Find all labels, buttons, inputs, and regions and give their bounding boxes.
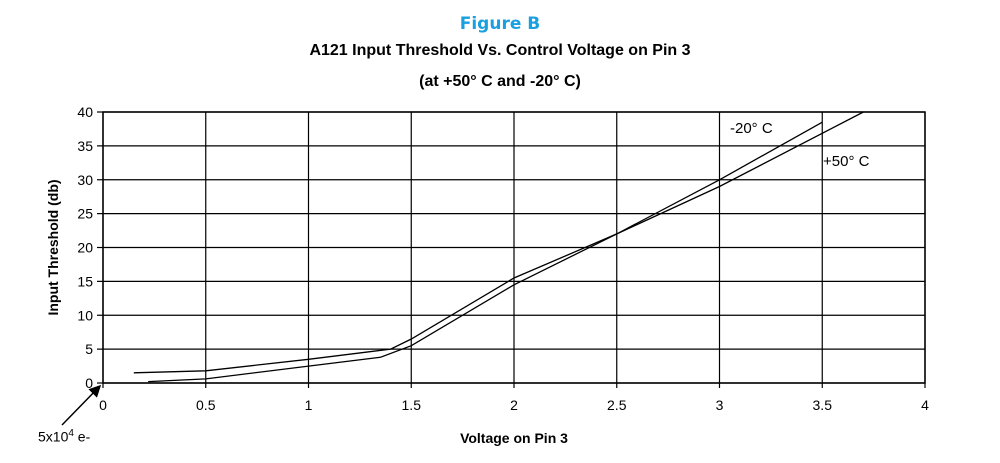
y-tick-label: 20 <box>77 240 93 256</box>
y-tick-label: 30 <box>77 172 93 188</box>
figure-label: Figure B <box>459 14 541 34</box>
x-tick-label: 0.5 <box>196 397 216 413</box>
x-tick-label: 4 <box>921 397 929 413</box>
x-tick-label: 2.5 <box>607 397 627 413</box>
x-tick-label: 2 <box>510 397 518 413</box>
series-label: -20° C <box>730 120 773 137</box>
x-tick-label: 1 <box>305 397 313 413</box>
x-tick-label: 3.5 <box>813 397 833 413</box>
y-tick-label: 25 <box>77 206 93 222</box>
series-label: +50° C <box>823 153 870 170</box>
y-axis-ticks: 0 5 10 15 20 25 30 35 40 <box>77 104 103 391</box>
y-axis-label: Input Threshold (db) <box>45 179 61 315</box>
x-tick-label: 1.5 <box>402 397 422 413</box>
y-tick-label: 40 <box>77 104 93 120</box>
x-tick-label: 3 <box>716 397 724 413</box>
series-labels: -20° C +50° C <box>730 120 870 170</box>
series-line <box>133 121 823 374</box>
y-tick-label: 15 <box>77 273 93 289</box>
origin-note: 5x104 e- <box>38 428 90 445</box>
x-axis-label: Voltage on Pin 3 <box>460 430 568 446</box>
origin-note-unit: e- <box>73 428 91 445</box>
y-tick-label: 35 <box>77 138 93 154</box>
chart-subtitle: (at +50° C and -20° C) <box>419 73 581 90</box>
series-group <box>133 111 864 383</box>
y-tick-label: 5 <box>85 341 93 357</box>
y-tick-label: 0 <box>85 375 93 391</box>
origin-note-exponent: 4 <box>68 428 74 439</box>
x-tick-label: 0 <box>99 397 107 413</box>
chart-title: A121 Input Threshold Vs. Control Voltage… <box>309 42 691 59</box>
origin-note-base: 5x10 <box>38 428 69 445</box>
series-line <box>148 111 864 383</box>
origin-arrow <box>61 384 102 426</box>
gridlines <box>102 111 926 384</box>
y-tick-label: 10 <box>77 307 93 323</box>
x-axis-ticks: 0 0.5 1 1.5 2 2.5 3 3.5 4 <box>99 383 929 413</box>
